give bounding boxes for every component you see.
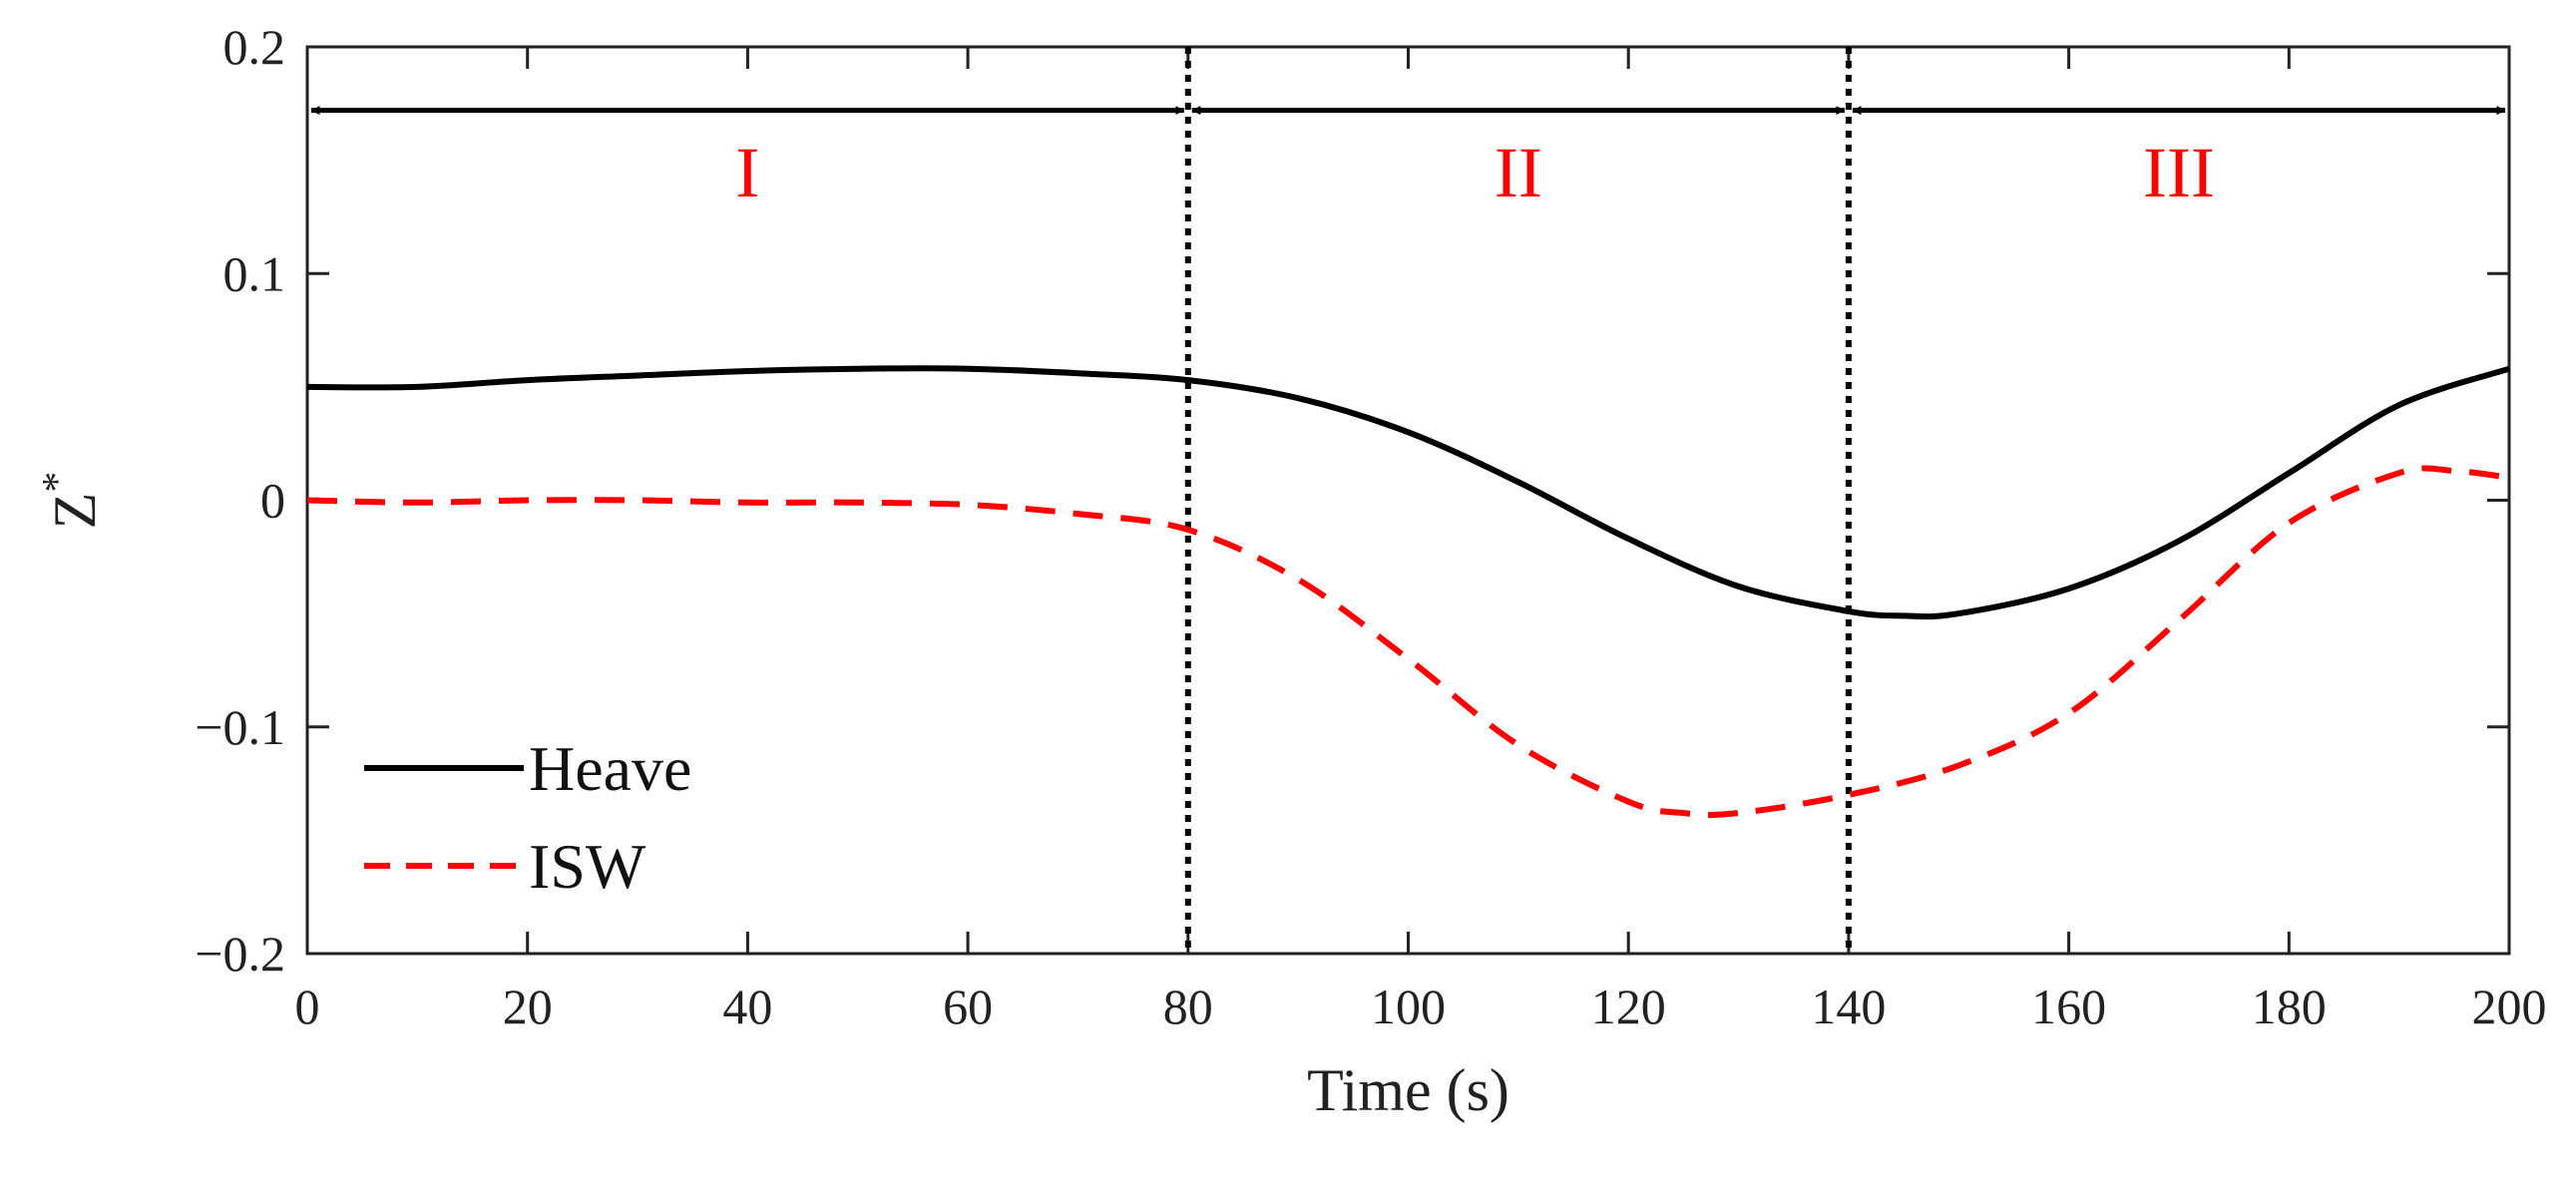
legend-label-isw: ISW: [529, 831, 646, 902]
x-tick-label: 200: [2472, 979, 2547, 1034]
x-tick-label: 40: [722, 979, 772, 1034]
series-line-isw: [306, 465, 2510, 818]
y-axis-label: Z*: [35, 472, 108, 530]
y-axis-label-main: Z: [42, 493, 108, 530]
x-tick-label: 0: [295, 979, 320, 1034]
svg-text:Z*: Z*: [35, 472, 108, 530]
axis-ticks: 0 20 40 60 80 100 120 140 160 180 200 0.2 0.1 0 −0.1 −0…: [195, 19, 2546, 1034]
region-label: II: [1495, 133, 1542, 212]
x-tick-label: 180: [2252, 979, 2327, 1034]
x-tick-label: 160: [2031, 979, 2106, 1034]
vertical-markers: [1184, 47, 1852, 954]
y-tick-label: 0: [260, 473, 285, 529]
y-tick-label: −0.2: [195, 926, 285, 982]
legend-label-heave: Heave: [529, 733, 691, 804]
x-tick-label: 140: [1811, 979, 1886, 1034]
y-axis-label-superscript: *: [35, 472, 81, 493]
region-label: III: [2143, 133, 2215, 212]
x-axis-label: Time (s): [1307, 1057, 1509, 1123]
x-tick-label: 60: [943, 979, 993, 1034]
y-tick-label: −0.1: [195, 699, 285, 755]
x-tick-label: 80: [1163, 979, 1213, 1034]
y-tick-label: 0.1: [223, 245, 286, 301]
region-annotations: I II III: [310, 106, 2506, 212]
x-tick-label: 100: [1371, 979, 1446, 1034]
series-line-heave: [306, 365, 2510, 620]
series-lines: [306, 365, 2510, 818]
y-tick-label: 0.2: [223, 19, 286, 75]
legend: Heave ISW: [364, 733, 691, 902]
region-label: I: [735, 133, 759, 212]
x-tick-label: 120: [1591, 979, 1666, 1034]
x-tick-label: 20: [503, 979, 553, 1034]
